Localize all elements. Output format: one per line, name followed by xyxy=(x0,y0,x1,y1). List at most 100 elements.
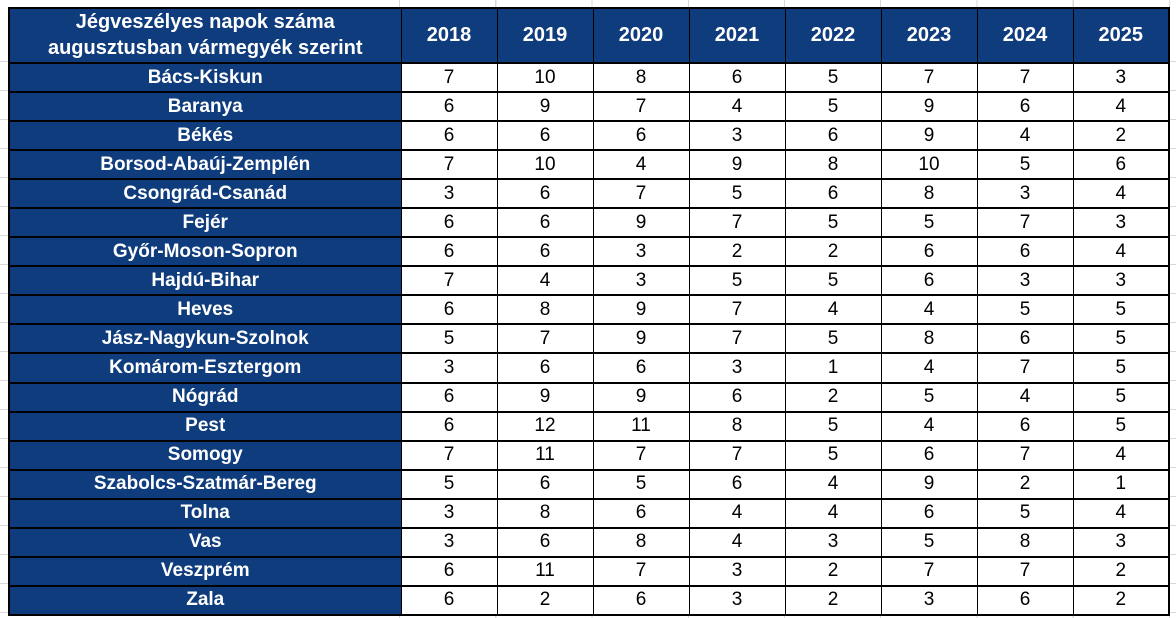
table-row: Szabolcs-Szatmár-Bereg 5 6 5 6 4 9 2 1 xyxy=(8,468,1170,500)
county-label: Heves xyxy=(8,294,402,326)
value-cell: 3 xyxy=(688,352,786,384)
value-cell: 2 xyxy=(1072,555,1170,587)
county-label: Szabolcs-Szatmár-Bereg xyxy=(8,468,402,500)
value-cell: 3 xyxy=(976,265,1074,297)
year-header-2025: 2025 xyxy=(1072,7,1170,64)
value-cell: 10 xyxy=(496,149,594,181)
value-cell: 5 xyxy=(400,468,498,500)
table-row: Zala 6 2 6 3 2 3 6 2 xyxy=(8,584,1170,616)
value-cell: 8 xyxy=(592,61,690,94)
value-cell: 4 xyxy=(1072,91,1170,123)
value-cell: 7 xyxy=(496,323,594,355)
value-cell: 6 xyxy=(688,468,786,500)
table-row: Baranya 6 9 7 4 5 9 6 4 xyxy=(8,91,1170,123)
table-row: Békés 6 6 6 3 6 9 4 2 xyxy=(8,120,1170,152)
value-cell: 4 xyxy=(1072,497,1170,529)
value-cell: 10 xyxy=(880,149,978,181)
value-cell: 2 xyxy=(496,584,594,616)
value-cell: 7 xyxy=(880,61,978,94)
value-cell: 5 xyxy=(880,207,978,239)
value-cell: 2 xyxy=(784,584,882,616)
table-row: Heves 6 8 9 7 4 4 5 5 xyxy=(8,294,1170,326)
value-cell: 3 xyxy=(1072,207,1170,239)
value-cell: 12 xyxy=(496,410,594,442)
value-cell: 7 xyxy=(688,207,786,239)
value-cell: 5 xyxy=(784,61,882,94)
value-cell: 9 xyxy=(688,149,786,181)
value-cell: 6 xyxy=(400,584,498,616)
county-label: Jász-Nagykun-Szolnok xyxy=(8,323,402,355)
value-cell: 4 xyxy=(880,352,978,384)
value-cell: 3 xyxy=(976,178,1074,210)
table-title: Jégveszélyes napok száma augusztusban vá… xyxy=(8,7,402,64)
county-label: Fejér xyxy=(8,207,402,239)
value-cell: 1 xyxy=(784,352,882,384)
county-label: Veszprém xyxy=(8,555,402,587)
value-cell: 4 xyxy=(1072,439,1170,471)
value-cell: 6 xyxy=(976,410,1074,442)
value-cell: 3 xyxy=(592,265,690,297)
table-row: Jász-Nagykun-Szolnok 5 7 9 7 5 8 6 5 xyxy=(8,323,1170,355)
value-cell: 7 xyxy=(976,61,1074,94)
value-cell: 7 xyxy=(400,439,498,471)
value-cell: 9 xyxy=(880,91,978,123)
value-cell: 5 xyxy=(592,468,690,500)
ice-danger-days-table: Jégveszélyes napok száma augusztusban vá… xyxy=(8,7,1170,616)
value-cell: 6 xyxy=(400,381,498,413)
table-row: Győr-Moson-Sopron 6 6 3 2 2 6 6 4 xyxy=(8,236,1170,268)
value-cell: 5 xyxy=(1072,352,1170,384)
value-cell: 6 xyxy=(400,555,498,587)
table-row: Komárom-Esztergom 3 6 6 3 1 4 7 5 xyxy=(8,352,1170,384)
value-cell: 4 xyxy=(688,497,786,529)
table-row: Nógrád 6 9 9 6 2 5 4 5 xyxy=(8,381,1170,413)
year-header-2019: 2019 xyxy=(496,7,594,64)
value-cell: 8 xyxy=(976,526,1074,558)
value-cell: 6 xyxy=(592,584,690,616)
county-label: Borsod-Abaúj-Zemplén xyxy=(8,149,402,181)
value-cell: 6 xyxy=(688,61,786,94)
value-cell: 8 xyxy=(496,294,594,326)
value-cell: 6 xyxy=(400,120,498,152)
value-cell: 5 xyxy=(1072,410,1170,442)
value-cell: 10 xyxy=(496,61,594,94)
value-cell: 6 xyxy=(496,120,594,152)
value-cell: 4 xyxy=(784,468,882,500)
value-cell: 2 xyxy=(976,468,1074,500)
value-cell: 6 xyxy=(880,236,978,268)
value-cell: 4 xyxy=(688,526,786,558)
value-cell: 3 xyxy=(1072,526,1170,558)
value-cell: 7 xyxy=(688,294,786,326)
value-cell: 2 xyxy=(1072,120,1170,152)
value-cell: 11 xyxy=(496,439,594,471)
value-cell: 8 xyxy=(784,149,882,181)
value-cell: 5 xyxy=(784,91,882,123)
value-cell: 11 xyxy=(592,410,690,442)
value-cell: 6 xyxy=(880,265,978,297)
value-cell: 9 xyxy=(496,381,594,413)
value-cell: 6 xyxy=(976,584,1074,616)
value-cell: 8 xyxy=(880,178,978,210)
table-row: Somogy 7 11 7 7 5 6 7 4 xyxy=(8,439,1170,471)
value-cell: 7 xyxy=(400,265,498,297)
year-header-2018: 2018 xyxy=(400,7,498,64)
value-cell: 9 xyxy=(592,381,690,413)
value-cell: 5 xyxy=(1072,381,1170,413)
value-cell: 3 xyxy=(400,497,498,529)
value-cell: 6 xyxy=(784,120,882,152)
value-cell: 5 xyxy=(976,497,1074,529)
table-row: Pest 6 12 11 8 5 4 6 5 xyxy=(8,410,1170,442)
value-cell: 4 xyxy=(784,497,882,529)
value-cell: 6 xyxy=(976,323,1074,355)
value-cell: 6 xyxy=(400,294,498,326)
county-label: Somogy xyxy=(8,439,402,471)
county-label: Baranya xyxy=(8,91,402,123)
value-cell: 5 xyxy=(880,526,978,558)
value-cell: 6 xyxy=(592,352,690,384)
value-cell: 6 xyxy=(976,91,1074,123)
county-label: Csongrád-Csanád xyxy=(8,178,402,210)
value-cell: 3 xyxy=(1072,265,1170,297)
table-row: Tolna 3 8 6 4 4 6 5 4 xyxy=(8,497,1170,529)
value-cell: 7 xyxy=(592,91,690,123)
value-cell: 7 xyxy=(976,207,1074,239)
value-cell: 4 xyxy=(784,294,882,326)
